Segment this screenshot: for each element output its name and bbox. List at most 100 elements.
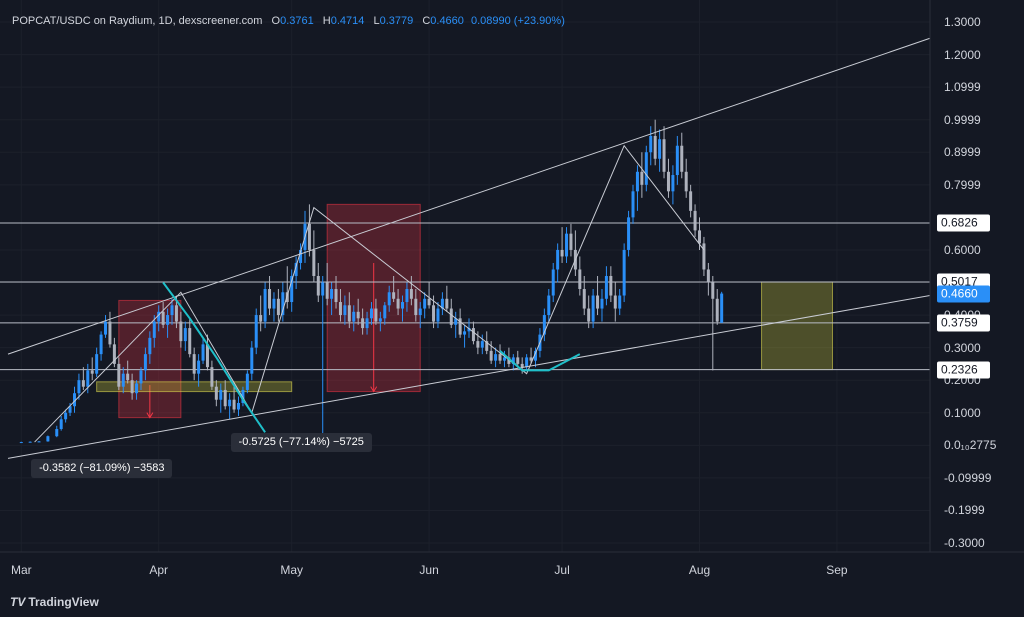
candle-body (121, 373, 125, 387)
candle-body (81, 380, 85, 387)
candle-body (369, 308, 373, 319)
candle-body (494, 354, 498, 361)
x-tick-label: Apr (149, 563, 169, 577)
candle-body (471, 328, 475, 342)
candle-body (458, 318, 462, 335)
candle-body (392, 292, 396, 299)
y-tick-label: 0.0₁₀2775 (944, 438, 997, 453)
candle-body (498, 354, 502, 361)
candle-body (542, 315, 546, 335)
x-tick-label: Sep (826, 563, 848, 577)
candle-body (383, 305, 387, 319)
candle-body (232, 399, 236, 410)
candle-body (28, 441, 32, 443)
candle-body (294, 262, 298, 276)
candle-body (201, 344, 205, 361)
candle-body (361, 318, 365, 329)
candle-body (241, 389, 245, 403)
y-tick-label: -0.1999 (944, 503, 985, 518)
candle-body (290, 275, 294, 303)
drawings[interactable] (7, 37, 931, 459)
candle-body (551, 269, 555, 296)
candle-body (476, 341, 480, 348)
y-tick-label: 0.3000 (944, 340, 981, 355)
candle-body (312, 249, 316, 276)
candle-body (454, 318, 458, 325)
y-tick-label: 0.7999 (944, 177, 981, 192)
x-tick-label: Jul (554, 563, 570, 577)
candle-body (587, 308, 591, 322)
y-tick-label: 0.9999 (944, 112, 981, 127)
candle-body (259, 315, 263, 322)
candle-body (675, 145, 679, 176)
y-tick-label: 0.1000 (944, 405, 981, 420)
candle-body (254, 315, 258, 348)
candle-body (622, 249, 626, 296)
candle-body (112, 344, 116, 364)
curve-drawing (499, 350, 581, 372)
candle-body (378, 318, 382, 322)
candle-body (520, 363, 524, 368)
candle-body (219, 389, 223, 400)
x-tick-label: May (280, 563, 304, 577)
candle-body (644, 152, 648, 185)
candle-body (223, 389, 227, 407)
measure-label: -0.3582 (−81.09%) −3583 (31, 459, 173, 479)
candle-body (547, 295, 551, 316)
candle-body (276, 298, 280, 316)
candle-body (582, 289, 586, 309)
candle-body (166, 315, 170, 325)
candle-body (618, 295, 622, 309)
candle-body (205, 344, 209, 368)
candle-body (117, 363, 121, 387)
candle-body (139, 370, 143, 384)
tradingview-logo-icon: TV (10, 595, 26, 609)
trend-line (7, 37, 931, 355)
candle-body (698, 230, 701, 244)
candle-body (702, 243, 706, 270)
zigzag-path (34, 144, 705, 443)
candle-body (250, 347, 254, 374)
candle-body (197, 360, 201, 374)
candle-body (64, 412, 68, 420)
candle-body (37, 441, 41, 443)
candle-body (423, 298, 427, 309)
candle-body (188, 328, 192, 355)
candle-body (174, 305, 178, 322)
candle-body (556, 249, 560, 270)
candle-body (401, 302, 405, 309)
candle-body (467, 328, 471, 332)
candle-body (653, 135, 657, 159)
candle-body (631, 191, 635, 218)
candle-body (640, 171, 644, 185)
candle-body (104, 321, 108, 335)
candle-body (330, 289, 334, 299)
open-value: 0.3761 (280, 15, 314, 27)
close-value: 0.4660 (430, 15, 464, 27)
candle-body (627, 217, 631, 250)
candle-body (449, 308, 453, 325)
y-tick-label: 1.3000 (944, 15, 981, 29)
candle-body (77, 380, 81, 394)
candle-body (649, 135, 653, 153)
candle-body (352, 311, 356, 322)
candle-body (480, 341, 484, 348)
candle-body (143, 354, 147, 371)
candle-body (507, 357, 511, 364)
y-tick-label: 0.6000 (944, 242, 981, 257)
candle-body (46, 436, 50, 442)
candle-body (565, 233, 569, 257)
candle-body (245, 373, 249, 390)
close-key: C (422, 15, 431, 27)
candle-body (161, 311, 165, 325)
candle-body (321, 282, 325, 296)
y-tick-label: -0.3000 (944, 536, 985, 550)
candle-body (529, 357, 533, 361)
candle-body (263, 289, 267, 322)
tradingview-brand[interactable]: TV TradingView (10, 595, 99, 609)
candle-body (596, 295, 600, 309)
candle-body (347, 305, 351, 322)
chart-header: POPCAT/USDC on Raydium, 1D, dexscreener.… (12, 15, 565, 27)
candle-body (516, 357, 520, 364)
